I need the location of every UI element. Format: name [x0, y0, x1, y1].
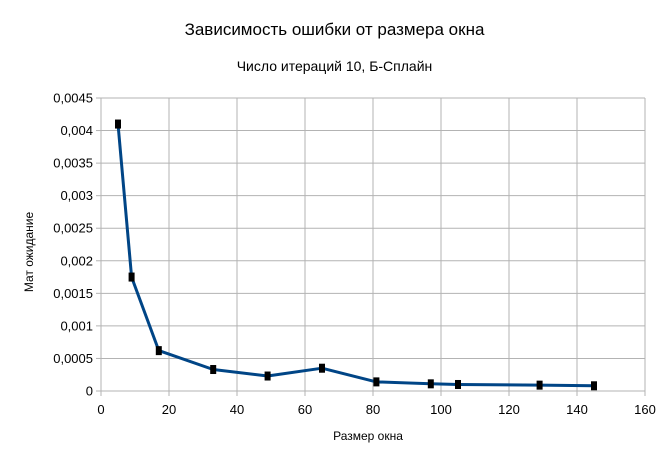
y-tick-label: 0,004: [60, 123, 93, 138]
x-tick-label: 0: [97, 402, 104, 417]
chart-subtitle: Число итераций 10, Б-Сплайн: [236, 58, 433, 74]
y-tick-label: 0,0045: [53, 91, 93, 106]
y-axis-label: Мат ожидание: [22, 212, 36, 293]
data-point: [591, 381, 597, 391]
x-tick-labels: 0 20 40 60 80 100 120 140 160: [97, 402, 655, 417]
x-tick-label: 140: [566, 402, 588, 417]
data-point: [427, 379, 434, 389]
data-point: [536, 380, 543, 390]
data-point: [115, 119, 121, 129]
y-tick-label: 0,0035: [53, 156, 93, 171]
data-point: [128, 272, 135, 282]
x-tick-label: 120: [498, 402, 520, 417]
data-point: [373, 377, 380, 387]
y-tick-label: 0,002: [60, 253, 93, 268]
y-tick-label: 0,0025: [53, 221, 93, 236]
y-tick-label: 0,001: [60, 318, 93, 333]
x-axis-label: Размер окна: [333, 429, 403, 443]
x-tick-label: 100: [430, 402, 452, 417]
data-point: [319, 363, 325, 373]
grid-layer: [96, 97, 646, 396]
x-tick-label: 160: [634, 402, 656, 417]
data-point: [455, 379, 461, 389]
y-tick-label: 0,0015: [53, 286, 93, 301]
y-tick-labels: 0 0,0005 0,001 0,0015 0,002 0,0025 0,003 0,0035…: [53, 91, 93, 399]
chart-title: Зависимость ошибки от размера окна: [184, 20, 485, 39]
y-tick-label: 0: [86, 384, 93, 399]
data-point: [264, 371, 271, 381]
x-tick-label: 20: [162, 402, 176, 417]
y-tick-label: 0,003: [60, 188, 93, 203]
data-point: [155, 346, 162, 356]
series-layer: [115, 119, 597, 391]
x-tick-label: 80: [366, 402, 380, 417]
y-tick-label: 0,0005: [53, 351, 93, 366]
x-tick-label: 40: [230, 402, 244, 417]
data-point: [210, 365, 217, 375]
x-tick-label: 60: [298, 402, 312, 417]
